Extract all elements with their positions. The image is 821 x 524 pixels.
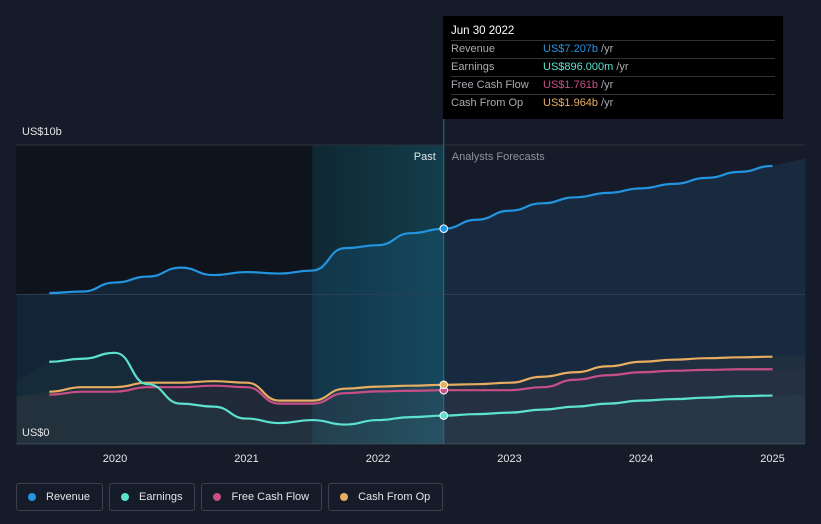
tooltip-value: US$1.761b (543, 79, 599, 91)
series-area (16, 369, 806, 444)
series-line-cash-from-op (49, 355, 773, 402)
x-tick-label: 2022 (366, 453, 390, 465)
tooltip-row-revenue: Revenue US$7.207b /yr (451, 41, 775, 59)
series-line-revenue (49, 164, 773, 295)
series-area (16, 352, 806, 444)
past-label: Past (414, 151, 436, 163)
y-axis-bottom-label: US$0 (22, 427, 50, 439)
tooltip-unit: /yr (616, 61, 629, 73)
legend-label: Earnings (139, 491, 183, 503)
x-tick-label: 2023 (497, 453, 521, 465)
forecast-label: Analysts Forecasts (452, 151, 545, 163)
legend-label: Cash From Op (358, 491, 431, 503)
legend-label: Free Cash Flow (231, 491, 310, 503)
x-tick-label: 2024 (629, 453, 653, 465)
x-tick-label: 2020 (103, 453, 127, 465)
tooltip-row-free-cash-flow: Free Cash Flow US$1.761b /yr (451, 77, 775, 95)
legend-dot-icon (28, 493, 36, 501)
legend-item-revenue[interactable]: Revenue (16, 483, 104, 511)
legend-dot-icon (121, 493, 130, 501)
series-area (16, 356, 806, 444)
marker-cash-from-op (439, 380, 449, 390)
tooltip-value: US$1.964b (543, 97, 599, 109)
tooltip-unit: /yr (601, 97, 614, 109)
tooltip-row-cash-from-op: Cash From Op US$1.964b /yr (451, 95, 775, 112)
legend-item-free-cash-flow[interactable]: Free Cash Flow (201, 483, 323, 511)
series-line-free-cash-flow (49, 368, 773, 405)
tooltip-value: US$7.207b (543, 43, 599, 55)
marker-earnings (439, 411, 449, 420)
series-line-earnings (49, 351, 773, 426)
tooltip-value: US$896.000m (543, 61, 614, 73)
tooltip-date: Jun 30 2022 (451, 23, 775, 41)
tooltip-label: Revenue (451, 43, 496, 55)
legend-item-earnings[interactable]: Earnings (109, 483, 196, 511)
tooltip-unit: /yr (601, 43, 614, 55)
marker-revenue (439, 224, 449, 234)
legend-dot-icon (213, 493, 222, 501)
legend-label: Revenue (46, 491, 91, 503)
legend-item-cash-from-op[interactable]: Cash From Op (328, 483, 444, 511)
y-axis-top-label: US$10b (22, 126, 62, 138)
legend: Revenue Earnings Free Cash Flow Cash Fro… (16, 483, 444, 511)
tooltip-label: Cash From Op (451, 97, 524, 109)
revenue-area (16, 158, 806, 444)
tooltip-unit: /yr (601, 79, 614, 91)
tooltip-label: Earnings (451, 61, 495, 73)
x-tick-label: 2021 (234, 453, 258, 465)
tooltip-row-earnings: Earnings US$896.000m /yr (451, 59, 775, 77)
legend-dot-icon (340, 493, 349, 501)
tooltip-label: Free Cash Flow (451, 79, 529, 91)
tooltip: Jun 30 2022 Revenue US$7.207b /yr Earnin… (443, 16, 783, 119)
x-tick-label: 2025 (760, 453, 784, 465)
